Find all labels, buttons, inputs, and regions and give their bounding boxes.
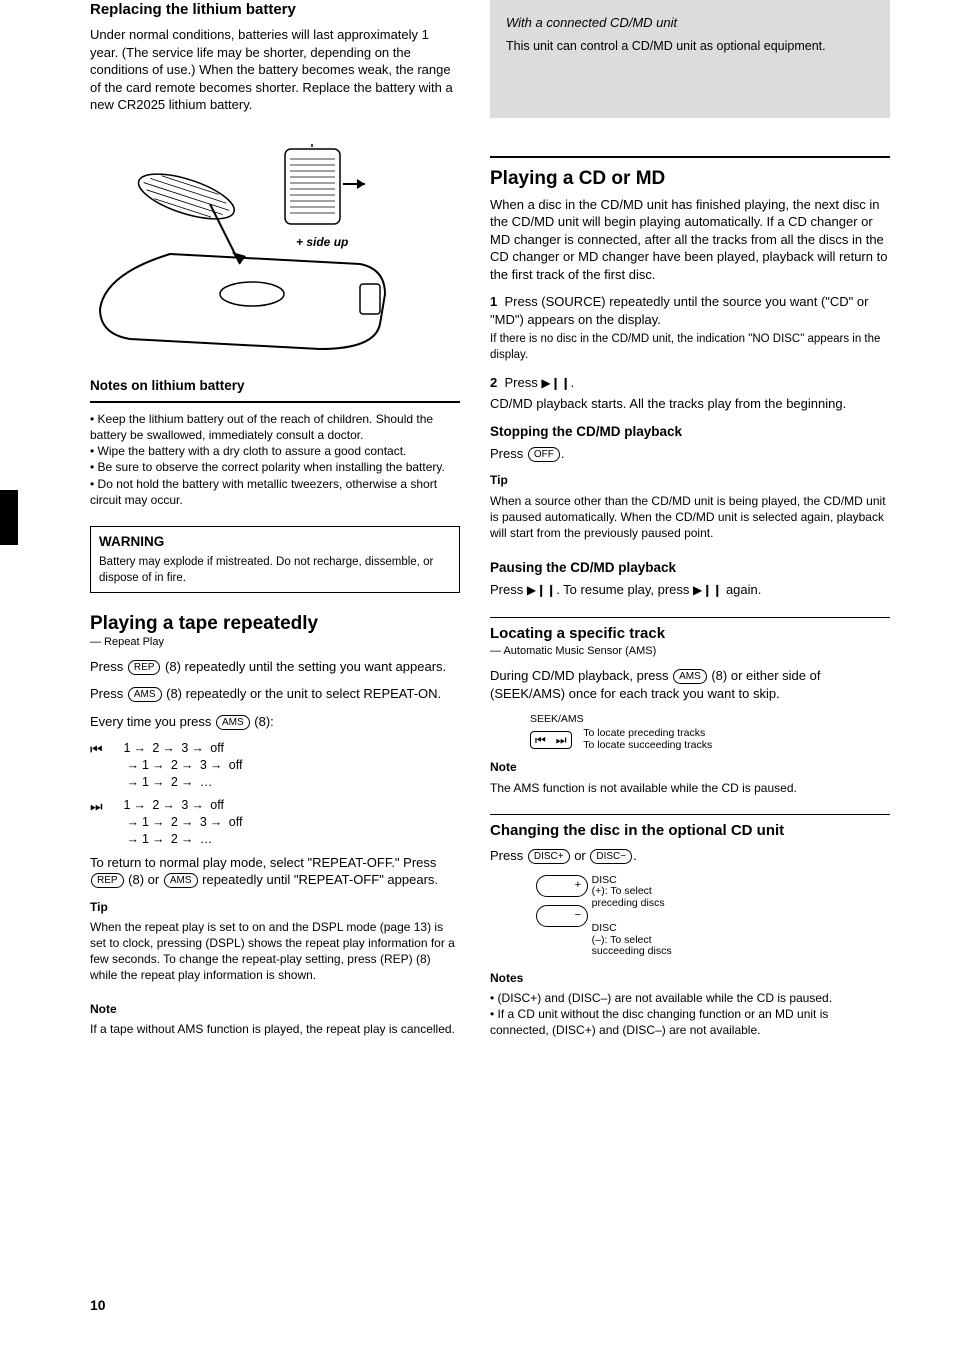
repeat-text: Press REP (8) repeatedly until the setti… — [90, 658, 460, 676]
locate-heading: Locating a specific track — [490, 624, 890, 644]
play-intro: When a disc in the CD/MD unit has finish… — [490, 196, 890, 284]
stop-tip: When a source other than the CD/MD unit … — [490, 493, 890, 542]
divider — [490, 156, 890, 158]
note-text: If a CD unit without the disc changing f… — [490, 1007, 828, 1037]
disc-plus-icon: DISC+ — [528, 849, 570, 864]
stop-tip-heading: Tip — [490, 472, 890, 488]
disc-minus-icon: DISC− — [590, 849, 632, 864]
disc-minus-label: DISC (–): To select succeeding discs — [592, 923, 672, 958]
repeat-text-2: Press AMS (8) repeatedly or the unit to … — [90, 685, 460, 703]
ams-next-seq: ⏭ 1→ 2→ 3→ off →1→ 2→ 3→ off →1→ 2→ … — [90, 797, 460, 848]
locate-sub: — Automatic Music Sensor (AMS) — [490, 644, 890, 659]
seek-ams-illustration: SEEK/AMS ⏮ ⏭ To locate preceding tracks … — [530, 712, 890, 751]
pause-body: Press ▶❙❙. To resume play, press ▶❙❙ aga… — [490, 581, 890, 599]
note-heading: Note — [90, 1001, 460, 1017]
step-1: 1 Press (SOURCE) repeatedly until the so… — [490, 293, 890, 363]
divider — [490, 814, 890, 815]
next-icon: ⏭ — [90, 797, 120, 816]
play-heading: Playing a CD or MD — [490, 166, 890, 192]
play-pause-icon: ▶❙❙ — [693, 583, 722, 597]
rep-button-icon: REP — [128, 660, 161, 675]
disc-plus-button-icon: + — [536, 875, 588, 897]
pause-heading: Pausing the CD/MD playback — [490, 559, 890, 577]
change-notes-heading: Notes — [490, 970, 890, 986]
tip-body: When the repeat play is set to on and th… — [90, 919, 460, 984]
rep-button-icon: REP — [91, 873, 124, 888]
seek-caption: SEEK/AMS — [530, 712, 890, 726]
ams-seq-intro: Every time you press AMS (8): — [90, 713, 460, 731]
note-text: Do not hold the battery with metallic tw… — [90, 477, 437, 507]
list-item: • Be sure to observe the correct polarit… — [90, 459, 460, 475]
battery-heading: Replacing the lithium battery — [90, 0, 460, 20]
ams-button-icon: AMS — [164, 873, 198, 888]
disc-illustration: + − DISC (+): To select preceding discs … — [530, 875, 890, 958]
stop-heading: Stopping the CD/MD playback — [490, 423, 890, 441]
play-pause-icon: ▶❙❙ — [541, 376, 570, 390]
warning-heading: WARNING — [99, 533, 451, 551]
disc-plus-label: DISC (+): To select preceding discs — [592, 875, 672, 910]
seek-button-icon: ⏮ ⏭ — [530, 731, 572, 749]
note-body: If a tape without AMS function is played… — [90, 1021, 460, 1037]
seek-prev-label: To locate preceding tracks — [583, 727, 705, 739]
battery-text: Under normal conditions, batteries will … — [90, 26, 460, 114]
locate-note-heading: Note — [490, 759, 890, 775]
locate-body: During CD/MD playback, press AMS (8) or … — [490, 667, 890, 702]
column-right: Playing a CD or MD When a disc in the CD… — [490, 0, 890, 1057]
note-text: Wipe the battery with a dry cloth to ass… — [98, 444, 407, 458]
page-number: 10 — [90, 1296, 106, 1315]
tip-heading: Tip — [90, 899, 460, 915]
list-item: • Wipe the battery with a dry cloth to a… — [90, 443, 460, 459]
repeat-cancel: To return to normal play mode, select "R… — [90, 854, 460, 889]
change-heading: Changing the disc in the optional CD uni… — [490, 821, 890, 841]
list-item: • Keep the lithium battery out of the re… — [90, 411, 460, 443]
seek-next-label: To locate succeeding tracks — [583, 739, 712, 751]
prev-icon: ⏮ — [90, 740, 120, 759]
off-button-icon: OFF — [528, 447, 560, 462]
disc-minus-button-icon: − — [536, 905, 588, 927]
step-2: 2 Press ▶❙❙. CD/MD playback starts. All … — [490, 374, 890, 413]
list-item: • (DISC+) and (DISC–) are not available … — [490, 990, 890, 1006]
note-text: (DISC+) and (DISC–) are not available wh… — [498, 991, 833, 1005]
divider — [490, 617, 890, 618]
plus-side-up-caption: + side up — [296, 234, 348, 250]
note-text: Keep the lithium battery out of the reac… — [90, 412, 433, 442]
column-left: Replacing the lithium battery Under norm… — [90, 0, 460, 1055]
notes-heading: Notes on lithium battery — [90, 377, 460, 395]
play-pause-icon: ▶❙❙ — [527, 583, 556, 597]
ams-button-icon: AMS — [673, 669, 707, 684]
ams-button-icon: AMS — [216, 715, 250, 730]
remote-battery-illustration — [90, 144, 400, 354]
locate-note: The AMS function is not available while … — [490, 780, 890, 796]
repeat-sub: — Repeat Play — [90, 635, 460, 650]
change-body: Press DISC+ or DISC−. — [490, 847, 890, 865]
repeat-heading: Playing a tape repeatedly — [90, 611, 460, 637]
page-tab-marker — [0, 490, 18, 545]
step-2-body: CD/MD playback starts. All the tracks pl… — [490, 395, 890, 413]
divider — [90, 401, 460, 403]
stop-body: Press OFF. — [490, 445, 890, 463]
ams-prev-seq: ⏮ 1→ 2→ 3→ off →1→ 2→ 3→ off →1→ 2→ … — [90, 740, 460, 791]
ams-button-icon: AMS — [128, 687, 162, 702]
note-text: Be sure to observe the correct polarity … — [98, 460, 445, 474]
step-1-note: If there is no disc in the CD/MD unit, t… — [490, 332, 890, 363]
list-item: • Do not hold the battery with metallic … — [90, 476, 460, 508]
list-item: • If a CD unit without the disc changing… — [490, 1006, 890, 1038]
warning-text: Battery may explode if mistreated. Do no… — [99, 555, 451, 586]
